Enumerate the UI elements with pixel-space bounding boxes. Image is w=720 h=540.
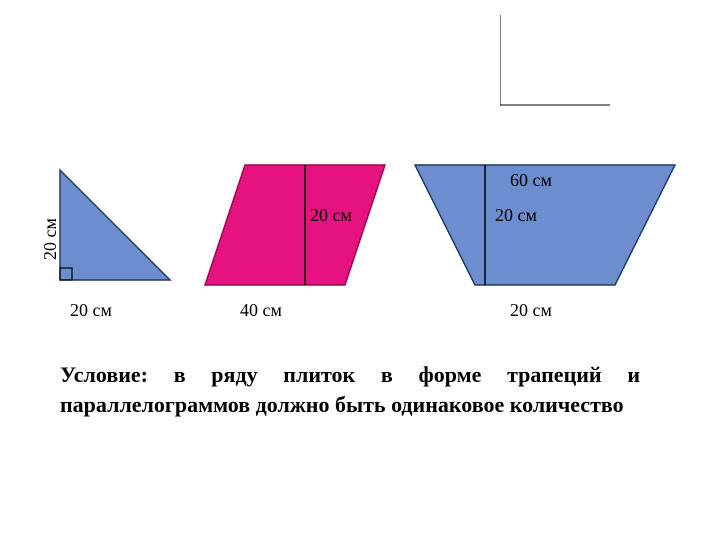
shape-parallelogram: [195, 155, 395, 295]
parallelogram-base-label: 40 см: [240, 300, 282, 321]
caption-text: Условие: в ряду плиток в форме трапеций …: [60, 360, 640, 419]
decoration-lines: [500, 15, 620, 115]
triangle-side-vertical-label: 20 см: [40, 218, 61, 260]
trapezoid-height-label: 20 см: [495, 205, 537, 226]
trapezoid-base-label: 20 см: [510, 300, 552, 321]
triangle-base-label: 20 см: [70, 300, 112, 321]
parallelogram-height-label: 20 см: [310, 205, 352, 226]
shape-triangle: [50, 160, 180, 290]
trapezoid-top-label: 60 см: [510, 170, 552, 191]
